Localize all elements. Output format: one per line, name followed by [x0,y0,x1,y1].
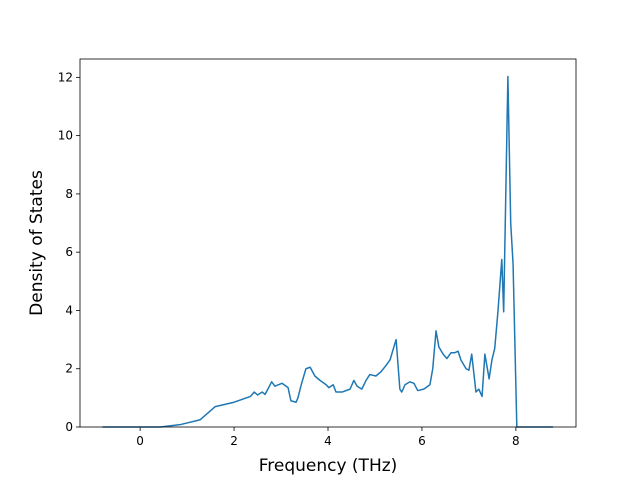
plot-frame [79,58,577,428]
y-tick-label: 2 [65,362,73,376]
x-tick-label: 6 [418,434,426,448]
y-axis-label: Density of States [27,170,47,316]
x-tick-label: 8 [512,434,520,448]
y-tick-label: 10 [58,129,73,143]
data-line [102,75,553,428]
x-tick-label: 2 [230,434,238,448]
x-tick-label: 0 [136,434,144,448]
x-tick-label: 4 [324,434,332,448]
y-tick-label: 12 [58,70,73,84]
y-tick-label: 8 [65,187,73,201]
x-axis-label: Frequency (THz) [259,456,398,476]
y-tick-label: 4 [65,303,73,317]
y-tick-label: 6 [65,245,73,259]
y-tick-label: 0 [65,420,73,434]
